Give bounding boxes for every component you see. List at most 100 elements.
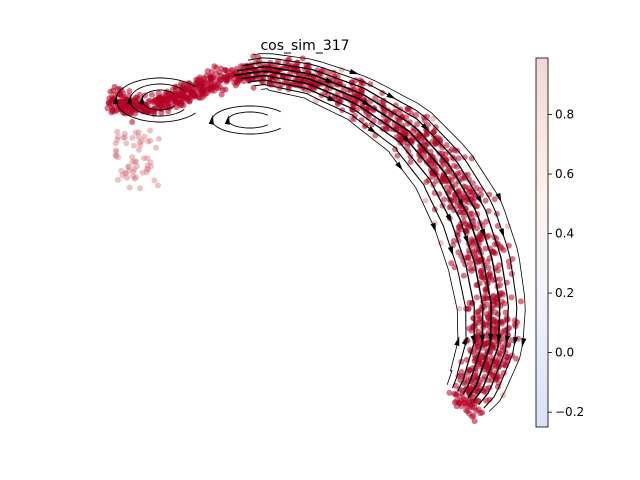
cell-point: [466, 176, 472, 183]
cell-point: [179, 99, 186, 106]
cell-point: [145, 166, 152, 173]
cell-point: [414, 121, 421, 128]
cell-point: [455, 155, 462, 162]
cell-point: [407, 159, 414, 165]
cell-point: [499, 347, 506, 354]
cell-point: [213, 75, 220, 82]
cell-point: [119, 172, 126, 179]
stream-arrow: [112, 95, 118, 105]
cell-point: [131, 166, 138, 173]
cell-point: [149, 91, 155, 98]
cell-point: [382, 125, 389, 132]
cell-point: [404, 105, 411, 112]
cell-point: [465, 188, 472, 195]
stream-arrow: [470, 334, 476, 345]
cell-point: [433, 177, 440, 184]
stream-arrow: [386, 92, 396, 100]
cell-point: [350, 116, 357, 123]
cell-point: [133, 174, 139, 181]
cell-point: [431, 127, 438, 134]
cell-point: [126, 167, 133, 174]
cell-point: [464, 222, 471, 228]
cell-point: [474, 259, 481, 266]
cell-point: [112, 152, 119, 159]
cell-point: [118, 167, 125, 174]
cell-point: [430, 115, 437, 122]
cell-point: [135, 133, 142, 140]
cell-point: [446, 188, 453, 195]
cell-point: [194, 88, 201, 95]
chart-title: cos_sim_317: [260, 38, 349, 54]
cell-point: [460, 272, 467, 279]
colorbar-tick-label: −0.2: [555, 405, 584, 419]
cell-point: [134, 163, 140, 170]
stream-arrow: [498, 228, 505, 238]
colorbar-ticks: −0.2 0.0 0.2 0.4 0.6 0.8: [548, 108, 584, 419]
colorbar-tick-label: 0.4: [555, 227, 574, 241]
cell-point: [440, 178, 447, 185]
cell-point: [483, 295, 490, 302]
cell-point: [394, 152, 401, 159]
cell-point: [147, 137, 154, 144]
cell-point: [155, 135, 162, 142]
stream-arrow: [208, 115, 214, 125]
cell-point: [473, 294, 480, 301]
cell-point: [432, 140, 439, 147]
stream-arrow: [479, 228, 486, 239]
cell-point: [406, 119, 413, 126]
cell-point: [147, 163, 154, 170]
cell-point: [405, 148, 412, 155]
cell-point: [499, 291, 506, 298]
cell-point: [468, 236, 475, 243]
cell-point: [143, 166, 150, 173]
cell-point: [449, 146, 456, 153]
cell-point: [470, 248, 477, 255]
cell-point: [130, 168, 137, 175]
cell-point: [122, 169, 129, 176]
cell-point: [466, 299, 473, 306]
stream-arrow: [445, 213, 452, 224]
cell-point: [228, 66, 235, 73]
cell-point: [395, 116, 402, 123]
cell-point: [483, 218, 490, 225]
cell-point: [260, 69, 267, 76]
cell-point: [463, 402, 469, 409]
stream-arrow: [367, 126, 377, 134]
cell-point: [142, 92, 148, 99]
cell-point: [104, 105, 111, 112]
stream-arrow: [495, 192, 502, 203]
stream-arrow: [362, 99, 372, 107]
cell-point: [121, 134, 128, 141]
cell-point: [491, 196, 498, 203]
cell-point: [497, 303, 504, 309]
cell-point: [116, 86, 123, 92]
stream-arrow: [224, 115, 230, 125]
cell-point: [115, 133, 121, 140]
cell-point: [141, 108, 148, 115]
stream-arrow: [327, 95, 337, 102]
cell-point: [446, 204, 453, 211]
cell-point: [129, 119, 136, 125]
cell-point: [497, 243, 504, 250]
cell-point: [193, 76, 200, 83]
stream-arrow: [395, 161, 403, 171]
cell-point: [466, 410, 473, 417]
cell-point: [122, 170, 129, 177]
cell-point: [448, 260, 455, 267]
cell-point: [135, 129, 142, 136]
cell-point: [465, 254, 471, 261]
cell-point: [125, 164, 132, 171]
cell-point: [467, 260, 474, 267]
cell-point: [211, 81, 218, 87]
cell-point: [484, 340, 490, 347]
cell-point: [482, 197, 489, 204]
stream-arrow: [488, 333, 494, 344]
cell-point: [151, 177, 158, 184]
cell-point: [139, 169, 146, 176]
cell-point: [398, 136, 405, 142]
cell-point: [137, 185, 143, 192]
stream-arrow: [479, 334, 485, 344]
cell-point: [222, 67, 229, 74]
cell-point: [455, 187, 462, 194]
cell-point: [120, 134, 127, 141]
